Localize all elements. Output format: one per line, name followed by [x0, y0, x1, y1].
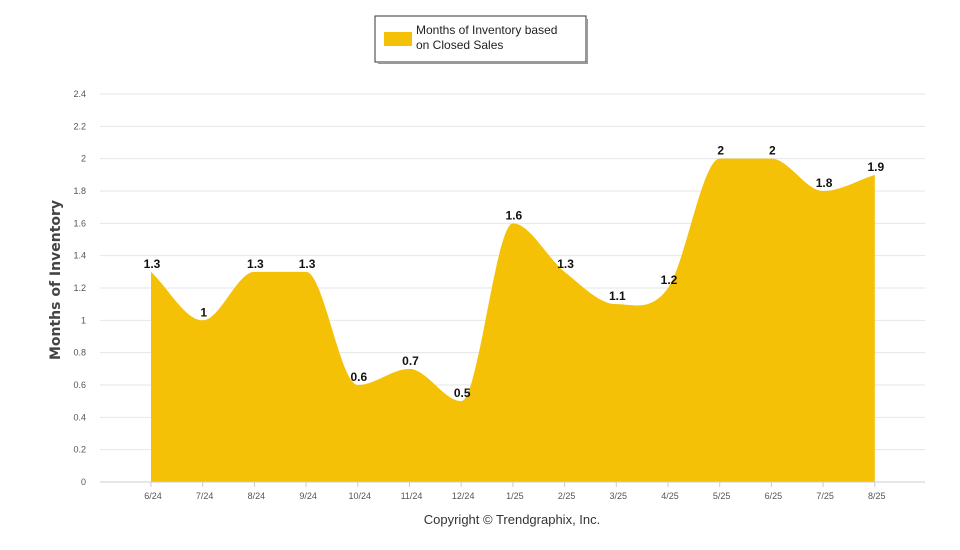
data-label: 1.6 [506, 208, 523, 222]
data-label: 2 [717, 144, 724, 158]
x-tick-label: 6/24 [144, 491, 162, 501]
y-tick-label: 0.4 [73, 412, 86, 422]
x-tick-label: 11/24 [401, 491, 423, 501]
x-tick-label: 3/25 [610, 491, 628, 501]
data-label: 0.5 [454, 386, 471, 400]
y-tick-label: 1.6 [73, 218, 86, 228]
y-tick-label: 1 [81, 315, 86, 325]
y-tick-label: 0.8 [73, 348, 86, 358]
data-label: 0.6 [350, 370, 367, 384]
y-tick-label: 1.8 [73, 186, 86, 196]
y-axis-title: Months of Inventory [48, 200, 64, 360]
x-tick-label: 12/24 [452, 491, 475, 501]
x-tick-label: 2/25 [558, 491, 576, 501]
data-label: 1.1 [609, 289, 626, 303]
x-tick-label: 6/25 [765, 491, 783, 501]
x-tick-label: 9/24 [299, 491, 317, 501]
axes: 0 0.2 0.4 0.6 0.8 1 1.2 1.4 1.6 1.8 2 2.2 2.4 6/24 7/2… [73, 89, 925, 501]
x-tick-label: 1/25 [506, 491, 524, 501]
area-series-fill [151, 158, 875, 482]
y-tick-label: 1.2 [73, 283, 86, 293]
y-tick-label: 2 [81, 154, 86, 164]
data-label: 1.3 [247, 257, 264, 271]
legend: Months of Inventory based on Closed Sale… [374, 15, 588, 64]
x-tick-label: 7/24 [196, 491, 214, 501]
legend-box-shadow [586, 19, 588, 63]
area-series [151, 158, 875, 482]
y-tick-label: 0 [81, 477, 86, 487]
data-label: 0.7 [402, 354, 419, 368]
y-tick-label: 2.4 [73, 89, 86, 99]
data-label: 1.9 [867, 160, 884, 174]
legend-entry-line-2: on Closed Sales [416, 38, 503, 52]
copyright-text: Copyright © Trendgraphix, Inc. [424, 512, 601, 527]
x-tick-label: 10/24 [349, 491, 372, 501]
legend-swatch [384, 32, 412, 46]
data-label: 1.3 [144, 257, 161, 271]
x-tick-label: 8/24 [248, 491, 266, 501]
y-tick-label: 0.6 [73, 380, 86, 390]
x-tick-label: 4/25 [661, 491, 679, 501]
data-label: 1.3 [557, 257, 574, 271]
x-tick-label: 7/25 [816, 491, 834, 501]
x-tick-label: 8/25 [868, 491, 886, 501]
data-label: 1.3 [299, 257, 316, 271]
legend-box-shadow-bottom [378, 62, 588, 64]
y-tick-label: 0.2 [73, 445, 86, 455]
data-label: 2 [769, 144, 776, 158]
legend-entry-line-1: Months of Inventory based [416, 23, 557, 37]
y-tick-label: 1.4 [73, 251, 86, 261]
x-tick-label: 5/25 [713, 491, 731, 501]
data-label: 1 [200, 305, 207, 319]
y-tick-label: 2.2 [73, 121, 86, 131]
data-label: 1.2 [661, 273, 678, 287]
data-label: 1.8 [816, 176, 833, 190]
data-labels: 1.3 1 1.3 1.3 0.6 0.7 0.5 1.6 1.3 1.1 1.2 2 2 1.8 1.9 [144, 144, 885, 400]
